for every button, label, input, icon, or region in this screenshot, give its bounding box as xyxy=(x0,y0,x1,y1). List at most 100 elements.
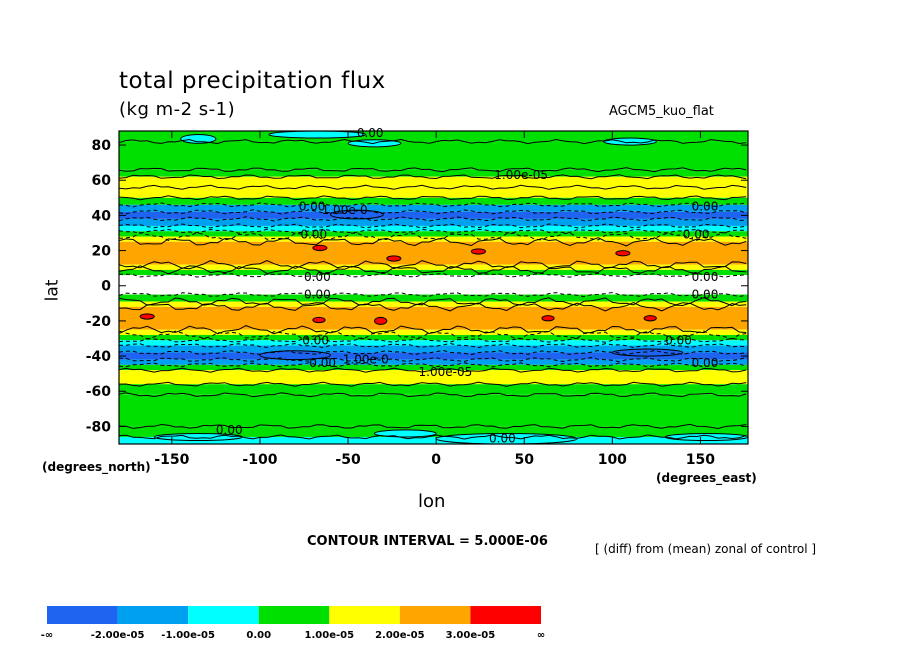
colorbar-label-6: 3.00e-05 xyxy=(446,630,496,641)
zonal-band-14 xyxy=(119,269,748,276)
contour-label-12: 0.00 xyxy=(665,333,692,347)
contour-label-5: 0.00 xyxy=(300,228,327,242)
field-patch-14 xyxy=(615,250,631,257)
zonal-band-21 xyxy=(119,340,748,346)
zonal-band-11 xyxy=(119,236,748,242)
field-patch-0 xyxy=(180,134,217,144)
contour-line-25 xyxy=(119,367,747,373)
contour-labels: 0.001.00e-050.001.00e-0 0.000.00 0.000.00 0… xyxy=(216,126,718,446)
contour-label-16: 1.00e-05 xyxy=(419,365,473,379)
x-axis-units: (degrees_east) xyxy=(656,471,757,485)
diff-note: [ (diff) from (mean) zonal of control ] xyxy=(595,542,817,556)
contour-label-6: 0.00 xyxy=(683,228,710,242)
contour-line-1 xyxy=(119,167,747,173)
contour-label-3: 1.00e-0 xyxy=(322,203,368,217)
contour-label-17: 0.00 xyxy=(216,423,243,437)
x-tick-label-2: -50 xyxy=(335,452,361,468)
colorbar-label-7: ∞ xyxy=(537,630,545,641)
x-tick-label-1: -100 xyxy=(242,452,277,468)
contour-label-7: 0.00 xyxy=(304,270,331,284)
contour-lines xyxy=(119,138,747,440)
colorbar-label-4: 1.00e-05 xyxy=(305,630,355,641)
zonal-band-8 xyxy=(119,218,748,226)
x-tick-label-5: 100 xyxy=(598,452,627,468)
y-tick-label-6: -40 xyxy=(86,349,112,365)
contour-line-5 xyxy=(119,202,747,208)
colorbar-swatch-6 xyxy=(470,606,541,624)
contour-line-26 xyxy=(119,381,747,387)
zonal-band-2 xyxy=(119,169,748,177)
contour-label-15: 0.00 xyxy=(692,356,719,370)
contour-line-15 xyxy=(119,291,747,298)
contour-label-18: 0.00 xyxy=(489,432,516,446)
zonal-band-16 xyxy=(119,294,748,302)
contour-label-11: 0.00 xyxy=(302,333,329,347)
contour-line-8 xyxy=(119,223,747,229)
contour-label-10: 0.00 xyxy=(692,288,719,302)
filled-contours xyxy=(119,131,748,444)
contour-label-13: 0.00 xyxy=(309,356,336,370)
zonal-band-24 xyxy=(119,359,748,365)
zonal-band-9 xyxy=(119,225,748,232)
contour-line-7 xyxy=(119,216,747,222)
contour-line-27 xyxy=(119,392,747,398)
y-tick-label-5: -20 xyxy=(86,314,112,330)
zonal-band-18 xyxy=(119,306,748,330)
zonal-band-22 xyxy=(119,345,748,353)
field-patch-18 xyxy=(541,315,555,322)
colorbar-label-0: -∞ xyxy=(41,630,53,641)
contour-label-9: 0.00 xyxy=(304,288,331,302)
field-patch-15 xyxy=(139,313,155,320)
field-patch-9 xyxy=(611,348,684,357)
field-patch-13 xyxy=(470,248,486,255)
contour-line-23 xyxy=(119,356,747,363)
x-axis-label: lon xyxy=(418,491,446,512)
field-patch-7 xyxy=(664,432,748,441)
contour-line-9 xyxy=(119,228,747,234)
zonal-band-30 xyxy=(119,436,748,444)
field-patch-1 xyxy=(268,131,367,139)
contour-line-0 xyxy=(119,138,747,145)
colorbar-label-5: 2.00e-05 xyxy=(375,630,425,641)
contour-line-6 xyxy=(119,209,747,215)
zonal-band-6 xyxy=(119,204,748,212)
zonal-band-7 xyxy=(119,211,748,219)
field-patch-12 xyxy=(386,255,402,262)
contour-label-1: 1.00e-05 xyxy=(494,168,548,182)
colorbar-swatch-4 xyxy=(329,606,400,624)
contour-line-20 xyxy=(119,337,747,343)
zonal-band-13 xyxy=(119,264,748,270)
zonal-band-0 xyxy=(119,131,748,142)
colorbar-label-1: -2.00e-05 xyxy=(91,630,145,641)
zonal-band-5 xyxy=(119,197,748,205)
field-patch-19 xyxy=(643,315,657,322)
colorbar-swatch-5 xyxy=(399,606,471,624)
x-tick-label-4: 50 xyxy=(514,452,534,468)
x-tick-label-0: -150 xyxy=(154,452,189,468)
colorbar-swatch-0 xyxy=(47,606,118,624)
field-patch-16 xyxy=(312,316,326,324)
y-tick-label-0: 80 xyxy=(92,138,112,154)
contour-line-17 xyxy=(119,302,747,312)
contour-label-0: 0.00 xyxy=(357,126,384,140)
zonal-band-1 xyxy=(119,141,748,170)
contour-line-2 xyxy=(119,174,747,180)
colorbar-legend: -∞ -2.00e-05 -1.00e-05 0.00 1.00e-05 2.00e-05… xyxy=(41,606,545,641)
zonal-band-25 xyxy=(119,364,748,371)
contour-line-4 xyxy=(119,195,747,201)
y-tick-label-2: 40 xyxy=(92,208,112,224)
zonal-band-10 xyxy=(119,231,748,237)
field-patch-17 xyxy=(373,316,388,325)
run-name: AGCM5_kuo_flat xyxy=(609,104,714,119)
contour-line-24 xyxy=(119,362,747,368)
field-patch-5 xyxy=(373,429,437,438)
zonal-band-23 xyxy=(119,352,748,360)
y-tick-label-7: -60 xyxy=(86,384,112,400)
colorbar-label-2: -1.00e-05 xyxy=(161,630,215,641)
contour-label-14: 1.00e-0 xyxy=(343,353,389,367)
contour-label-4: 0.00 xyxy=(692,200,719,214)
field-patch-8 xyxy=(329,209,384,220)
zonal-band-12 xyxy=(119,241,748,265)
plot-frame xyxy=(118,130,749,445)
